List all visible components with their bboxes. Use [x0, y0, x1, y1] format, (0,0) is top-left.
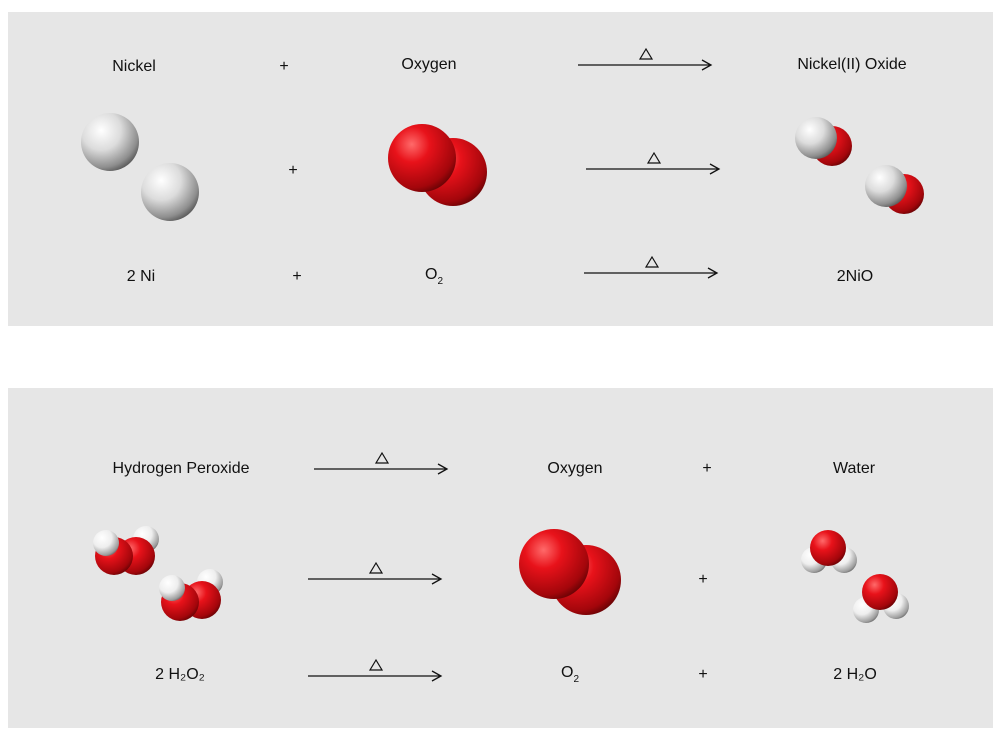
plus-sign: +	[292, 268, 302, 285]
hydrogen-peroxide-molecules-model	[93, 526, 223, 621]
heat-triangle-icon	[368, 658, 384, 671]
formula-2h2o: 2 H₂O	[833, 666, 877, 683]
formula-2ni: 2 Ni	[126, 268, 156, 285]
label-water: Water	[832, 460, 876, 477]
water-molecules-model	[801, 530, 909, 623]
formula-2nio: 2NiO	[836, 268, 874, 285]
formula-2h2o2: 2 H₂O₂	[155, 666, 205, 683]
plus-sign: +	[698, 666, 708, 683]
heat-arrow	[308, 658, 443, 682]
heat-triangle-icon	[646, 151, 662, 164]
label-nickel-oxide: Nickel(II) Oxide	[797, 56, 907, 73]
plus-sign: +	[698, 571, 708, 588]
label-oxygen: Oxygen	[547, 460, 603, 477]
nickel-atoms-model	[81, 113, 199, 221]
oxygen-molecule-model	[388, 124, 487, 206]
label-oxygen: Oxygen	[401, 56, 457, 73]
heat-triangle-icon	[374, 451, 390, 464]
oxygen-molecule-model	[519, 529, 621, 615]
heat-arrow	[586, 151, 721, 175]
heat-triangle-icon	[368, 561, 384, 574]
heat-triangle-icon	[638, 47, 654, 60]
heat-arrow	[584, 255, 719, 279]
label-nickel: Nickel	[112, 58, 156, 75]
plus-sign: +	[279, 58, 289, 75]
plus-sign: +	[702, 460, 712, 477]
plus-sign: +	[288, 162, 298, 179]
nickel-oxide-molecules-model	[795, 117, 924, 214]
heat-arrow	[578, 47, 713, 71]
label-hydrogen-peroxide: Hydrogen Peroxide	[112, 460, 250, 477]
formula-o2: O2	[560, 664, 580, 685]
formula-o2: O2	[424, 266, 444, 287]
heat-arrow	[308, 561, 443, 585]
heat-arrow	[314, 451, 449, 475]
heat-triangle-icon	[644, 255, 660, 268]
